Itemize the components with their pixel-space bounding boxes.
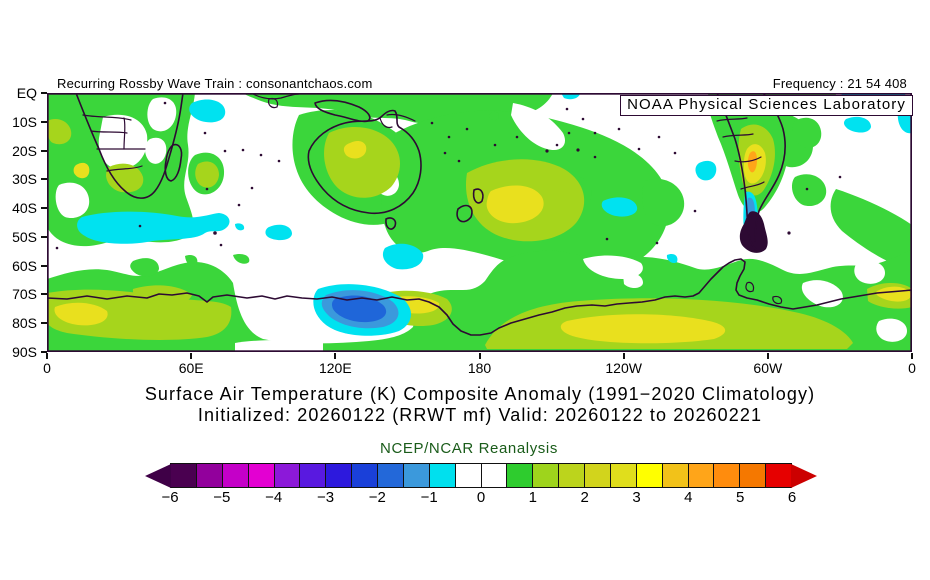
y-axis-tick-label: EQ [16, 85, 37, 101]
colorbar-tick-label: 2 [580, 489, 589, 506]
y-axis-tick-label: 30S [12, 171, 37, 188]
colorbar-cell [480, 464, 507, 487]
x-axis-tick [622, 353, 625, 359]
colorbar-cell [454, 464, 481, 487]
y-axis-tick-label: 60S [12, 257, 37, 274]
y-axis-tick-label: 50S [12, 228, 37, 245]
colorbar-tick-label: −4 [265, 489, 283, 506]
colorbar-tick-label: −1 [420, 489, 438, 506]
plot-title: Surface Air Temperature (K) Composite An… [144, 384, 816, 404]
x-axis: 0 60E 120E 180 120W 60W 0 [43, 353, 916, 379]
colorbar-tick-label: 3 [632, 489, 641, 506]
y-axis-tick-label: 80S [12, 315, 37, 332]
y-axis-tick [41, 120, 47, 123]
x-axis-tick-label: 60E [178, 360, 204, 376]
colorbar-cell [351, 464, 377, 487]
colorbar-cell [584, 464, 610, 487]
colorbar-cell [402, 464, 429, 487]
y-axis-tick-label: 10S [12, 113, 37, 130]
colorbar-cell [428, 464, 455, 487]
colorbar-cell [532, 464, 559, 487]
x-axis-tick [478, 353, 481, 359]
colorbar-cell [506, 464, 533, 487]
y-axis-tick [41, 235, 47, 238]
y-axis-tick [41, 293, 47, 296]
colorbar-cell [739, 464, 766, 487]
y-axis-tick [41, 92, 47, 94]
noaa-psl-overlay-label: NOAA Physical Sciences Laboratory [620, 95, 913, 116]
map-area [47, 93, 912, 352]
y-axis-tick-label: 70S [12, 286, 37, 303]
colorbar-cell [765, 464, 791, 487]
x-axis-tick [190, 353, 193, 359]
colorbar-right-arrow [791, 464, 817, 488]
x-axis-tick-label: 60W [753, 360, 783, 376]
x-axis-tick [911, 353, 913, 359]
y-axis-tick [41, 322, 47, 325]
colorbar-tick-label: 5 [735, 489, 745, 506]
colorbar-cell [171, 464, 196, 487]
colorbar-cell [273, 464, 300, 487]
y-axis-tick-label: 90S [12, 344, 37, 360]
anomaly-map [47, 93, 912, 352]
colorbar-cell [609, 464, 636, 487]
colorbar-cell [377, 464, 403, 487]
y-axis-tick [41, 149, 47, 152]
colorbar-cell [195, 464, 222, 487]
header-frequency-text: Frequency : 21 54 408 [772, 76, 907, 91]
colorbar-cell [687, 464, 714, 487]
colorbar-tick-label: 0 [476, 489, 486, 506]
y-axis-tick [41, 178, 47, 181]
header-left-text: Recurring Rossby Wave Train : consonantc… [57, 76, 373, 91]
y-axis-tick [41, 264, 47, 267]
colorbar-tick-label: 4 [684, 489, 693, 506]
colorbar-cell [713, 464, 740, 487]
colorbar-tick-labels: −6 −5 −4 −3 −2 −1 0 1 2 3 4 5 6 [161, 489, 796, 507]
colorbar-cell [221, 464, 248, 487]
colorbar-tick-label: −3 [316, 489, 335, 506]
y-axis-tick [41, 351, 47, 353]
x-axis-tick [766, 353, 769, 359]
colorbar-source-label: NCEP/NCAR Reanalysis [380, 440, 558, 457]
colorbar-tick-label: 6 [787, 489, 797, 506]
colorbar-cell [558, 464, 584, 487]
colorbar-cell [325, 464, 352, 487]
colorbar-cell [299, 464, 326, 487]
plot-subtitle: Initialized: 20260122 (RRWT mf) Valid: 2… [197, 405, 763, 425]
x-axis-tick-label: 180 [467, 360, 492, 376]
x-axis-tick-label: 120E [318, 360, 352, 376]
colorbar-tick-label: 1 [528, 489, 537, 506]
colorbar-left-arrow [145, 464, 171, 488]
colorbar [145, 463, 817, 488]
colorbar-tick-label: −5 [213, 489, 231, 506]
x-axis-tick [46, 353, 48, 359]
colorbar-cell [247, 464, 274, 487]
colorbar-tick-label: −6 [161, 489, 179, 506]
y-axis-tick [41, 207, 47, 210]
y-axis-tick-label: 40S [12, 200, 37, 217]
colorbar-cell [635, 464, 662, 487]
x-axis-tick [334, 353, 337, 359]
colorbar-tick-label: −2 [368, 489, 386, 506]
x-axis-tick-label: 0 [43, 360, 51, 376]
x-axis-tick-label: 120W [605, 360, 642, 376]
colorbar-cell [661, 464, 688, 487]
y-axis: EQ 10S 20S 30S 40S 50S 60S 70S 80S 90S [0, 85, 47, 360]
x-axis-tick-label: 0 [908, 360, 916, 376]
y-axis-tick-label: 20S [12, 142, 37, 159]
